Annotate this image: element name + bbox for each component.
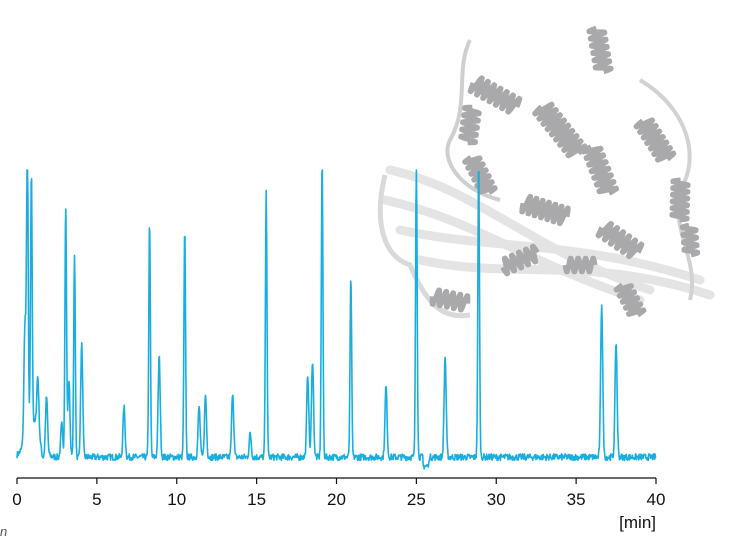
chromatogram-trace — [16, 169, 657, 470]
alpha-helix — [581, 144, 619, 196]
x-tick-label: 25 — [407, 490, 426, 509]
alpha-helix — [586, 25, 614, 75]
alpha-helix — [669, 177, 691, 223]
alpha-helix — [613, 282, 647, 318]
x-tick-label: 30 — [487, 490, 506, 509]
alpha-helix — [429, 287, 471, 313]
x-tick-label: 0 — [12, 490, 21, 509]
x-tick-label: 20 — [327, 490, 346, 509]
alpha-helix — [562, 255, 598, 275]
loop-ribbon — [445, 39, 501, 202]
x-tick-label: 35 — [567, 490, 586, 509]
alpha-helix — [532, 101, 588, 159]
x-tick-label: 40 — [647, 490, 666, 509]
beta-sheet-ribbon — [395, 225, 705, 285]
x-tick-label: 5 — [92, 490, 101, 509]
corner-fragment-text: n — [0, 524, 8, 539]
x-axis-ticks: 0 5 10 15 20 25 30 35 40 — [12, 478, 665, 509]
alpha-helix — [519, 193, 571, 227]
alpha-helix — [458, 104, 482, 146]
loop-ribbon — [377, 174, 471, 319]
alpha-helix — [462, 155, 498, 195]
alpha-helix — [679, 222, 701, 258]
protein-structure-illustration — [377, 25, 715, 319]
x-axis-unit-label: [min] — [619, 513, 656, 532]
alpha-helix — [633, 117, 677, 163]
alpha-helix — [500, 243, 540, 277]
alpha-helix — [467, 75, 523, 115]
x-tick-label: 10 — [167, 490, 186, 509]
beta-sheet-ribbon — [415, 255, 715, 300]
beta-sheet-ribbon — [380, 195, 645, 305]
x-tick-label: 15 — [247, 490, 266, 509]
alpha-helix — [595, 220, 645, 260]
